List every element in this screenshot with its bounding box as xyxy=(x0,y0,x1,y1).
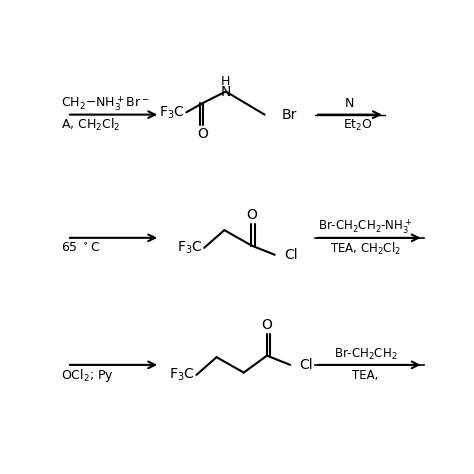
Text: O: O xyxy=(262,318,273,332)
Text: N: N xyxy=(221,84,231,99)
Text: TEA,: TEA, xyxy=(352,369,379,382)
Text: OCl$_2$; Py: OCl$_2$; Py xyxy=(61,367,114,384)
Text: $\mathdefault{Br\text{-}CH_2CH_2\text{-}NH_3^+}$: $\mathdefault{Br\text{-}CH_2CH_2\text{-}… xyxy=(318,218,412,237)
Text: $\mathregular{F_3C}$: $\mathregular{F_3C}$ xyxy=(159,104,185,120)
Text: 65 $\mathdefault{^\circ}$C: 65 $\mathdefault{^\circ}$C xyxy=(61,242,100,255)
Text: H: H xyxy=(221,75,230,88)
Text: N: N xyxy=(345,97,355,110)
Text: $\mathregular{F_3C}$: $\mathregular{F_3C}$ xyxy=(177,240,202,256)
Text: Cl: Cl xyxy=(284,248,298,262)
Text: $\mathregular{F_3C}$: $\mathregular{F_3C}$ xyxy=(169,367,195,383)
Text: Br: Br xyxy=(282,108,297,122)
Text: $\mathregular{Et_2O}$: $\mathregular{Et_2O}$ xyxy=(343,118,373,133)
Text: $\mathdefault{Br\text{-}CH_2CH_2}$: $\mathdefault{Br\text{-}CH_2CH_2}$ xyxy=(334,346,397,362)
Text: O: O xyxy=(197,127,208,141)
Text: O: O xyxy=(246,208,257,222)
Text: $\mathregular{CH_2}$$\mathdefault{-NH_3^+ Br^-}$: $\mathregular{CH_2}$$\mathdefault{-NH_3^… xyxy=(61,94,149,113)
Text: TEA, $\mathregular{CH_2Cl_2}$: TEA, $\mathregular{CH_2Cl_2}$ xyxy=(330,241,401,256)
Text: Cl: Cl xyxy=(300,358,313,372)
Text: A, $\mathregular{CH_2Cl_2}$: A, $\mathregular{CH_2Cl_2}$ xyxy=(61,118,120,134)
